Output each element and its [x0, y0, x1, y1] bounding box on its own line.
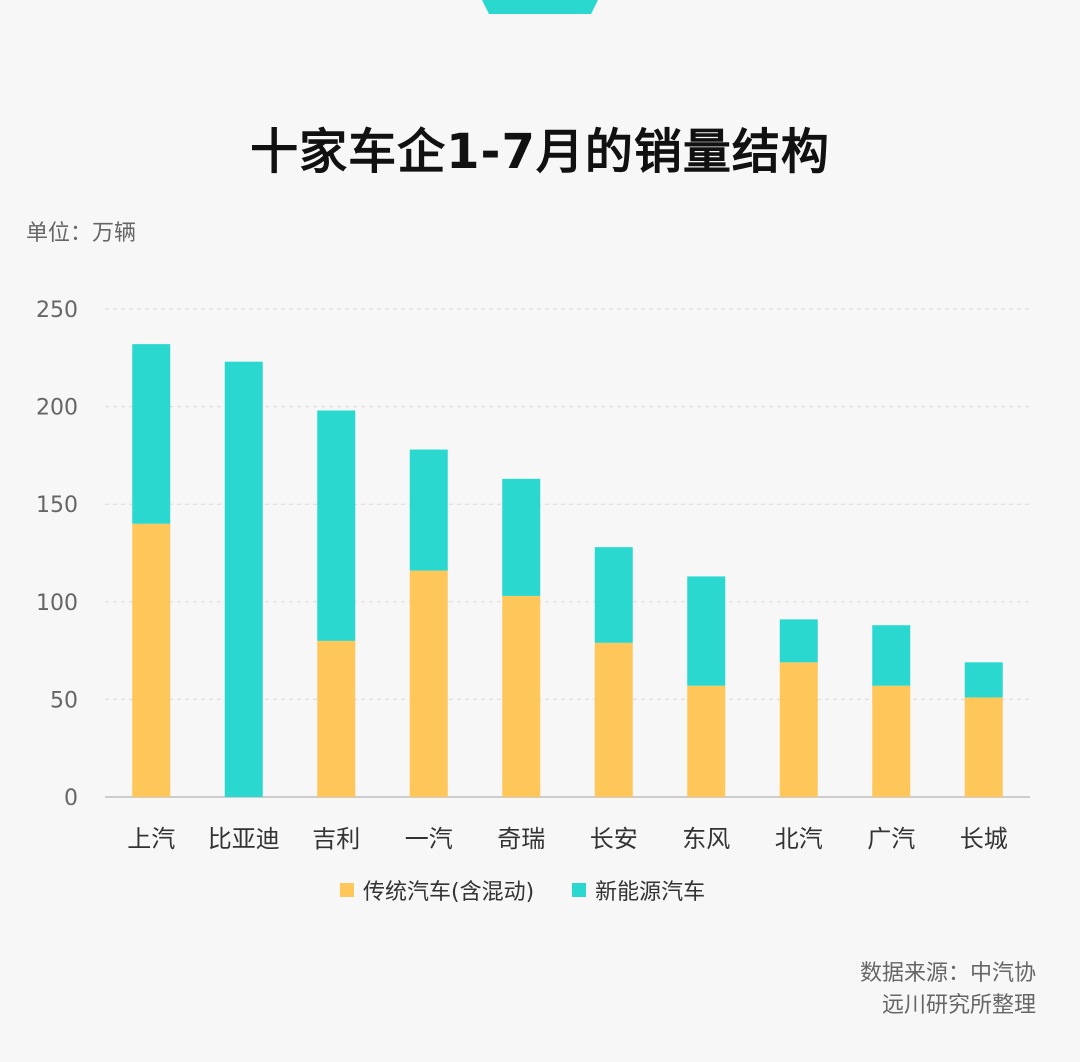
x-tick-label: 吉利 — [312, 825, 360, 853]
y-tick-label: 50 — [50, 688, 78, 713]
bar-nev — [872, 625, 911, 686]
x-tick-label: 广汽 — [867, 825, 915, 853]
x-tick-label: 比亚迪 — [208, 825, 280, 853]
bar-traditional — [779, 662, 818, 797]
bar-nev — [964, 662, 1003, 698]
bar-traditional — [872, 685, 911, 797]
bar-traditional — [132, 523, 171, 797]
source-line-2: 远川研究所整理 — [881, 993, 1036, 1018]
bar-nev — [224, 361, 263, 797]
bar-traditional — [502, 595, 541, 797]
legend-label-nev: 新能源汽车 — [595, 880, 706, 905]
legend-swatch-nev — [572, 883, 587, 897]
x-tick-label: 长安 — [590, 825, 638, 853]
x-tick-label: 东风 — [682, 825, 730, 853]
source-line-1: 数据来源：中汽协 — [859, 961, 1036, 986]
bar-traditional — [964, 697, 1003, 797]
chart-legend: 传统汽车(含混动) 新能源汽车 — [340, 874, 743, 906]
x-tick-label: 一汽 — [405, 825, 453, 853]
legend-label-traditional: 传统汽车(含混动) — [363, 880, 535, 905]
bar-nev — [502, 478, 541, 596]
x-tick-label: 上汽 — [127, 825, 175, 853]
legend-item-traditional: 传统汽车(含混动) — [340, 874, 534, 906]
legend-item-nev: 新能源汽车 — [572, 874, 705, 906]
y-tick-label: 250 — [36, 298, 78, 323]
bar-traditional — [317, 640, 356, 797]
bar-traditional — [409, 570, 448, 797]
x-tick-label: 北汽 — [775, 825, 823, 853]
y-tick-label: 100 — [36, 591, 78, 616]
bar-traditional — [594, 642, 633, 797]
legend-swatch-traditional — [340, 883, 354, 897]
x-tick-label: 奇瑞 — [497, 825, 545, 853]
bar-nev — [594, 547, 633, 643]
bar-traditional — [687, 685, 726, 797]
source-note: 数据来源：中汽协 远川研究所整理 — [860, 958, 1036, 1022]
y-tick-label: 0 — [64, 786, 78, 811]
chart-title: 十家车企1-7月的销量结构 — [250, 124, 830, 180]
y-tick-label: 200 — [36, 396, 78, 421]
bar-nev — [409, 449, 448, 571]
stacked-bar-chart: 0 50 100 150 200 250 上汽 比亚迪 吉利 一汽 奇瑞 长安 东风 北汽 广汽 长城 — [36, 298, 1030, 853]
y-tick-label: 150 — [36, 493, 78, 518]
top-tab-decoration — [482, 0, 598, 14]
bar-nev — [779, 619, 818, 663]
unit-label: 单位：万辆 — [26, 221, 137, 246]
bar-nev — [687, 576, 726, 686]
bar-nev — [317, 410, 356, 641]
bar-nev — [132, 344, 171, 524]
x-tick-label: 长城 — [960, 825, 1008, 853]
